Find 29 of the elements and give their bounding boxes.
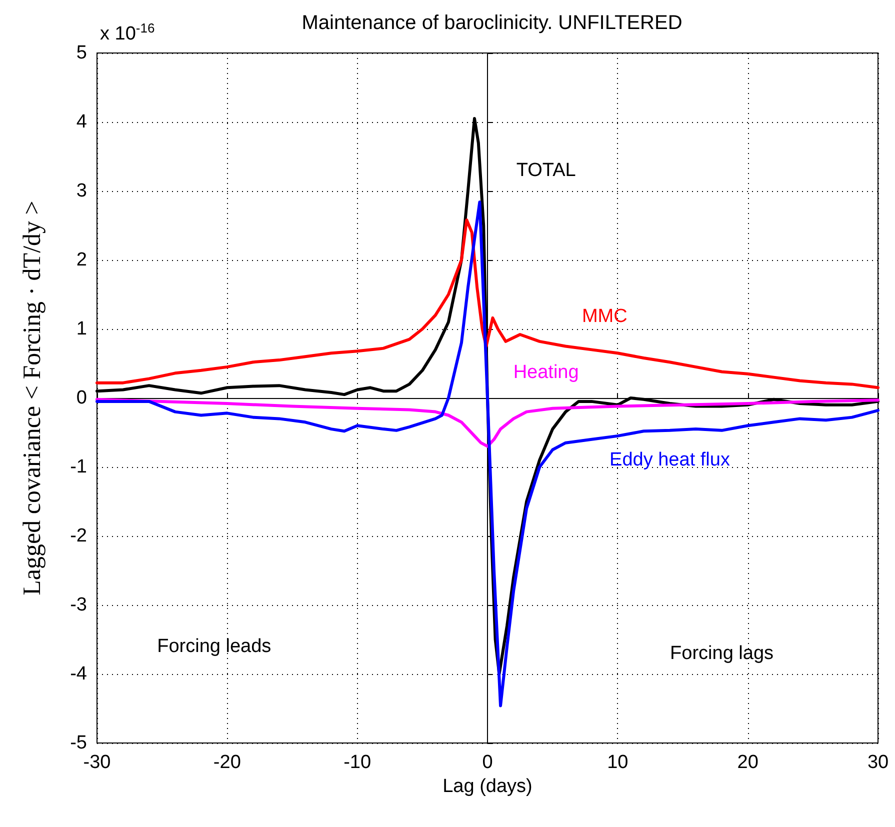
y-tick-label: -3 xyxy=(70,594,87,616)
x-tick-label: -20 xyxy=(213,752,241,773)
x-tick-label: -30 xyxy=(83,752,111,773)
x-tick-label: 20 xyxy=(737,752,758,773)
x-tick-label: 10 xyxy=(607,752,628,773)
y-tick-label: 2 xyxy=(76,250,87,270)
y-tick-label: 4 xyxy=(76,112,88,132)
x-tick-label: -10 xyxy=(344,752,372,773)
y-tick-label: 5 xyxy=(76,42,87,64)
x-tick-label: 0 xyxy=(482,752,493,773)
y-tick-label: 0 xyxy=(76,388,87,408)
series-label: MMC xyxy=(582,306,628,328)
series-label: TOTAL xyxy=(516,160,576,181)
y-axis-title: Lagged covariance < Forcing · dT/dy > xyxy=(19,200,46,596)
y-tick-label: 3 xyxy=(76,180,87,202)
x-tick-label: 30 xyxy=(867,752,889,773)
annotation: Forcing leads xyxy=(157,636,272,657)
y-tick-label: -5 xyxy=(70,732,87,754)
y-tick-label: -1 xyxy=(70,456,87,478)
y-tick-label: 1 xyxy=(76,318,87,340)
x-axis-title: Lag (days) xyxy=(442,776,532,797)
annotation: Forcing lags xyxy=(670,642,774,664)
line-series xyxy=(96,218,880,390)
series-label: Heating xyxy=(513,362,579,383)
y-tick-label: -4 xyxy=(70,664,88,684)
chart-title: Maintenance of baroclinicity. UNFILTERED xyxy=(302,12,682,34)
line-series xyxy=(96,200,880,708)
y-tick-label: -2 xyxy=(70,526,87,546)
series-label: Eddy heat flux xyxy=(610,450,730,471)
